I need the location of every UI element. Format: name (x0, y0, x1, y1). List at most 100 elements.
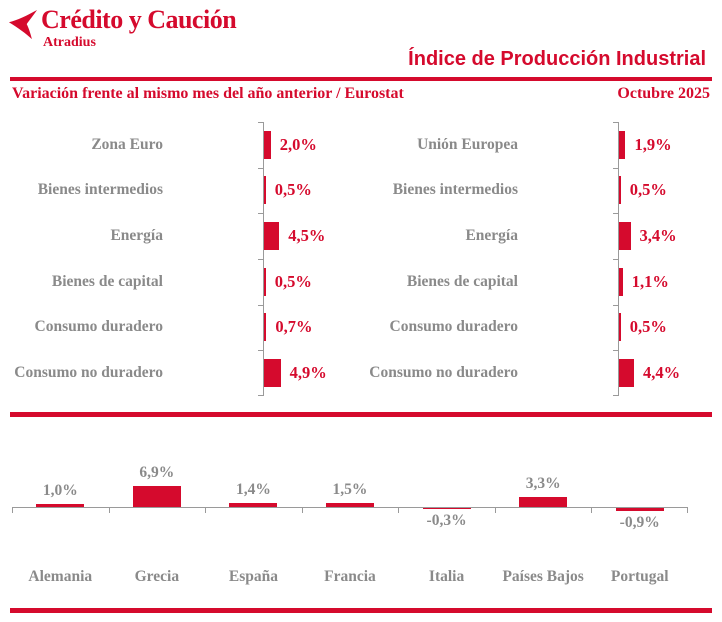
category-label: Consumo no duradero (14, 364, 163, 382)
axis-tick (258, 167, 264, 169)
value-label: 4,5% (288, 226, 326, 246)
chart-paises: 1,0% Alemania 6,9% Grecia 1,4% España 1,5% Fran… (12, 445, 688, 595)
axis-tick (494, 508, 496, 513)
value-label: 1,0% (42, 482, 78, 499)
divider-middle (10, 412, 712, 417)
axis-tick (258, 350, 264, 352)
data-bar (36, 504, 85, 507)
category-label: Portugal (610, 568, 669, 585)
axis-tick (613, 350, 619, 352)
axis-tick (258, 395, 264, 396)
category-label: Zona Euro (91, 135, 163, 153)
axis-tick (258, 304, 264, 306)
data-bar (619, 222, 631, 251)
value-label: 0,7% (275, 317, 313, 337)
axis-tick (613, 167, 619, 169)
bar-row: Bienes de capital 0,5% (8, 259, 363, 305)
category-label: Bienes de capital (51, 272, 163, 290)
bar-row: Bienes intermedios 0,5% (8, 168, 363, 214)
divider-bottom (10, 608, 712, 613)
bar-row: Consumo no duradero 4,9% (8, 350, 363, 396)
category-label: Grecia (134, 568, 180, 585)
category-label: España (228, 568, 278, 585)
data-bar (619, 267, 623, 296)
axis-tick (613, 304, 619, 306)
value-label: 3,4% (639, 226, 677, 246)
value-label: 4,9% (289, 363, 327, 383)
value-label: 0,5% (629, 180, 667, 200)
value-label: 6,9% (139, 464, 175, 482)
axis-tick (12, 508, 13, 513)
axis-tick (258, 213, 264, 215)
divider-top (10, 77, 712, 81)
category-label: Energía (110, 227, 163, 245)
atradius-bird-icon (8, 10, 38, 40)
brand-logo: Crédito y Caución Atradius (8, 6, 237, 51)
category-label: Bienes de capital (406, 272, 518, 290)
axis-tick (613, 213, 619, 215)
data-bar (132, 486, 181, 507)
bar-row: Consumo duradero 0,5% (363, 305, 718, 351)
logo-subtitle: Atradius (43, 35, 96, 51)
data-bar (519, 497, 568, 507)
category-label: Unión Europea (417, 135, 518, 153)
axis-tick (258, 122, 264, 123)
page-title: Índice de Producción Industrial (408, 48, 706, 70)
category-label: Energía (465, 227, 518, 245)
data-bar (264, 130, 271, 159)
data-bar (422, 508, 471, 509)
category-label: Alemania (28, 568, 93, 585)
axis-tick (205, 508, 207, 513)
category-label: Países Bajos (502, 568, 584, 585)
category-label: Bienes intermedios (392, 181, 518, 199)
bar-row: Energía 3,4% (363, 213, 718, 259)
data-bar (615, 508, 664, 511)
data-bar (264, 222, 280, 251)
chart-zona-euro: Zona Euro 2,0% Bienes intermedios 0,5% Energ… (8, 122, 363, 396)
axis-tick (258, 259, 264, 260)
axis-tick (301, 508, 303, 513)
data-bar (264, 176, 266, 205)
axis-tick (591, 508, 593, 513)
data-bar (264, 267, 266, 296)
value-label: 1,5% (332, 480, 368, 498)
data-bar (619, 130, 626, 159)
value-label: 1,9% (634, 134, 672, 154)
category-axis (12, 507, 688, 508)
axis-tick (398, 508, 400, 513)
data-bar (619, 176, 621, 205)
axis-tick (613, 122, 619, 123)
bar-row: Zona Euro 2,0% (8, 122, 363, 168)
value-label: 1,1% (631, 271, 669, 291)
category-label: Consumo no duradero (369, 364, 518, 382)
bar-row: Consumo no duradero 4,4% (363, 350, 718, 396)
category-label: Consumo duradero (389, 318, 518, 336)
value-label: 0,5% (274, 271, 312, 291)
axis-tick (108, 508, 110, 513)
value-label: 0,5% (629, 317, 667, 337)
value-label: -0,9% (619, 513, 660, 531)
value-label: 0,5% (274, 180, 312, 200)
data-bar (326, 502, 374, 507)
bar-row: Consumo duradero 0,7% (8, 305, 363, 351)
category-label: Consumo duradero (34, 318, 163, 336)
value-label: 2,0% (279, 134, 317, 154)
axis-tick (613, 259, 619, 260)
bar-row: Bienes de capital 1,1% (363, 259, 718, 305)
bar-row: Unión Europea 1,9% (363, 122, 718, 168)
data-bar (619, 313, 621, 342)
axis-tick (687, 508, 688, 513)
period-label: Octubre 2025 (617, 85, 710, 102)
bar-row: Energía 4,5% (8, 213, 363, 259)
data-bar (264, 313, 267, 342)
category-label: Italia (428, 568, 465, 585)
bar-row: Bienes intermedios 0,5% (363, 168, 718, 214)
value-label: -0,3% (426, 511, 467, 529)
axis-tick (613, 395, 619, 396)
chart-union-europea: Unión Europea 1,9% Bienes intermedios 0,5% E… (363, 122, 718, 396)
data-bar (264, 359, 281, 388)
category-label: Bienes intermedios (37, 181, 163, 199)
data-bar (619, 359, 634, 388)
chart-subtitle: Variación frente al mismo mes del año an… (12, 85, 404, 102)
value-label: 4,4% (642, 363, 681, 383)
